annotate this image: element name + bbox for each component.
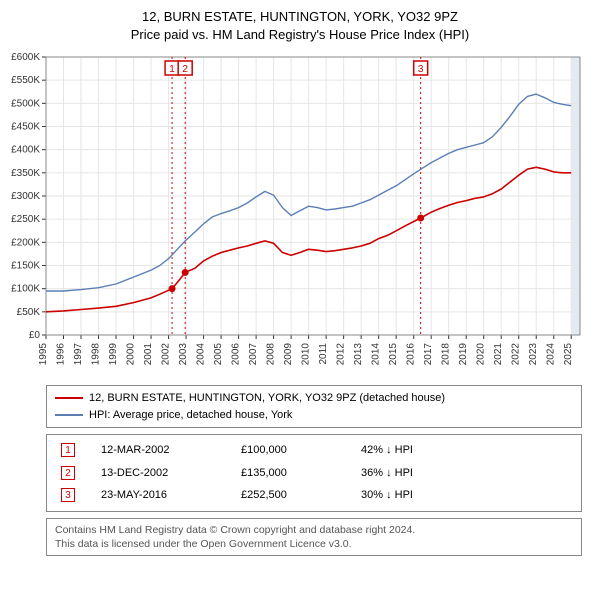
svg-text:2006: 2006 [231,343,242,366]
event-delta: 36% ↓ HPI [355,462,573,485]
svg-text:2001: 2001 [143,343,154,366]
event-price: £135,000 [235,462,355,485]
svg-text:2024: 2024 [546,343,557,366]
footer-line1: Contains HM Land Registry data © Crown c… [55,523,573,537]
event-marker: 2 [61,466,75,480]
legend-row: HPI: Average price, detached house, York [55,407,573,424]
event-date: 12-MAR-2002 [95,439,235,462]
svg-text:1998: 1998 [91,343,102,366]
svg-text:2007: 2007 [248,343,259,366]
attribution: Contains HM Land Registry data © Crown c… [46,518,582,556]
event-row: 1 12-MAR-2002£100,00042% ↓ HPI [55,439,573,462]
svg-text:2019: 2019 [458,343,469,366]
svg-text:2008: 2008 [266,343,277,366]
svg-text:2015: 2015 [388,343,399,366]
svg-text:£600K: £600K [11,52,40,63]
svg-text:2000: 2000 [126,343,137,366]
event-delta: 42% ↓ HPI [355,439,573,462]
svg-text:2023: 2023 [528,343,539,366]
svg-text:£200K: £200K [11,237,40,248]
event-date: 23-MAY-2016 [95,484,235,507]
svg-text:2014: 2014 [371,343,382,366]
svg-text:2022: 2022 [511,343,522,366]
svg-text:1996: 1996 [56,343,67,366]
chart-title: 12, BURN ESTATE, HUNTINGTON, YORK, YO32 … [8,8,592,43]
event-date: 13-DEC-2002 [95,462,235,485]
svg-text:£100K: £100K [11,284,40,295]
svg-text:£0: £0 [29,330,41,341]
svg-text:1: 1 [169,64,175,75]
svg-text:2018: 2018 [441,343,452,366]
price-chart: £0 £50K £100K £150K £200K £250K £300K £350K £400… [8,49,592,379]
svg-text:2013: 2013 [353,343,364,366]
legend-label: HPI: Average price, detached house, York [89,407,292,424]
svg-text:2003: 2003 [178,343,189,366]
svg-text:£50K: £50K [17,307,41,318]
legend-row: 12, BURN ESTATE, HUNTINGTON, YORK, YO32 … [55,390,573,407]
svg-text:2: 2 [182,64,188,75]
svg-text:£450K: £450K [11,122,40,133]
event-row: 3 23-MAY-2016£252,50030% ↓ HPI [55,484,573,507]
svg-text:2012: 2012 [336,343,347,366]
event-marker: 3 [61,488,75,502]
chart-svg: £0 £50K £100K £150K £200K £250K £300K £350K £400… [8,49,592,379]
svg-text:2009: 2009 [283,343,294,366]
svg-text:2021: 2021 [493,343,504,366]
svg-text:£250K: £250K [11,214,40,225]
svg-text:£500K: £500K [11,98,40,109]
legend: 12, BURN ESTATE, HUNTINGTON, YORK, YO32 … [46,385,582,428]
legend-swatch [55,397,83,399]
svg-text:£550K: £550K [11,75,40,86]
event-price: £252,500 [235,484,355,507]
svg-text:1999: 1999 [108,343,119,366]
title-line2: Price paid vs. HM Land Registry's House … [8,26,592,44]
svg-text:2004: 2004 [196,343,207,366]
svg-text:2016: 2016 [406,343,417,366]
svg-text:3: 3 [418,64,424,75]
svg-text:2017: 2017 [423,343,434,366]
svg-text:2002: 2002 [161,343,172,366]
svg-text:£300K: £300K [11,191,40,202]
event-marker: 1 [61,443,75,457]
event-price: £100,000 [235,439,355,462]
svg-text:2010: 2010 [301,343,312,366]
svg-text:2020: 2020 [476,343,487,366]
footer-line2: This data is licensed under the Open Gov… [55,537,573,551]
events-table: 1 12-MAR-2002£100,00042% ↓ HPI 2 13-DEC-200… [46,434,582,512]
svg-text:2011: 2011 [318,343,329,365]
svg-text:£150K: £150K [11,261,40,272]
event-row: 2 13-DEC-2002£135,00036% ↓ HPI [55,462,573,485]
event-delta: 30% ↓ HPI [355,484,573,507]
svg-text:2025: 2025 [563,343,574,366]
svg-text:£350K: £350K [11,168,40,179]
legend-label: 12, BURN ESTATE, HUNTINGTON, YORK, YO32 … [89,390,445,407]
svg-text:1995: 1995 [38,343,49,366]
title-line1: 12, BURN ESTATE, HUNTINGTON, YORK, YO32 … [8,8,592,26]
svg-text:£400K: £400K [11,145,40,156]
svg-text:2005: 2005 [213,343,224,366]
legend-swatch [55,414,83,416]
svg-text:1997: 1997 [73,343,84,366]
